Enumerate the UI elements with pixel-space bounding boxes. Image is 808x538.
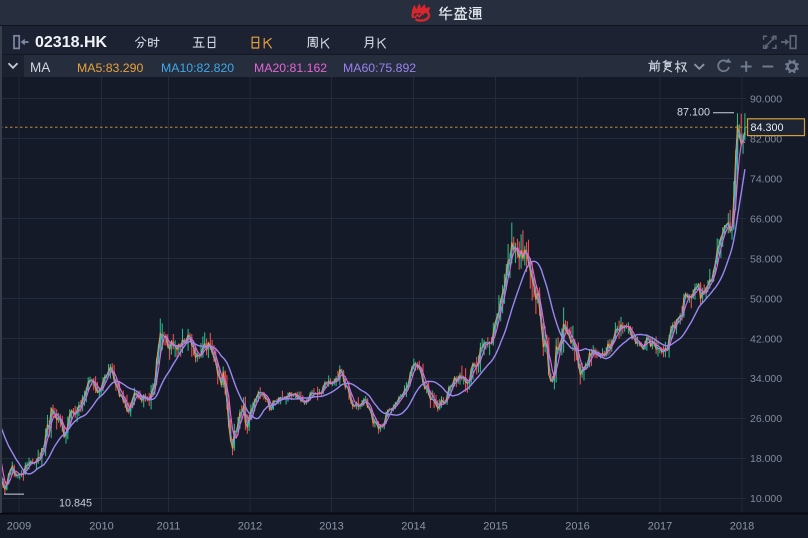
- svg-text:2014: 2014: [401, 521, 425, 533]
- svg-text:10.845: 10.845: [59, 498, 92, 510]
- svg-text:18.000: 18.000: [750, 453, 782, 465]
- svg-text:2010: 2010: [89, 521, 113, 533]
- svg-text:66.000: 66.000: [750, 213, 782, 225]
- svg-text:2018: 2018: [730, 521, 754, 533]
- svg-text:58.000: 58.000: [750, 253, 782, 265]
- svg-text:74.000: 74.000: [750, 173, 782, 185]
- svg-text:82.000: 82.000: [750, 134, 782, 146]
- svg-text:50.000: 50.000: [750, 293, 782, 305]
- svg-text:90.000: 90.000: [750, 94, 782, 106]
- svg-text:2017: 2017: [648, 521, 672, 533]
- svg-text:42.000: 42.000: [750, 333, 782, 345]
- svg-text:84.300: 84.300: [751, 122, 784, 134]
- svg-text:2011: 2011: [157, 521, 181, 533]
- svg-text:87.100: 87.100: [677, 107, 710, 119]
- svg-text:2009: 2009: [7, 521, 31, 533]
- svg-text:34.000: 34.000: [750, 373, 782, 385]
- svg-text:2013: 2013: [319, 521, 343, 533]
- svg-text:2015: 2015: [483, 521, 507, 533]
- svg-text:26.000: 26.000: [750, 413, 782, 425]
- svg-text:10.000: 10.000: [750, 493, 782, 505]
- svg-text:2016: 2016: [565, 521, 589, 533]
- svg-text:2012: 2012: [238, 521, 262, 533]
